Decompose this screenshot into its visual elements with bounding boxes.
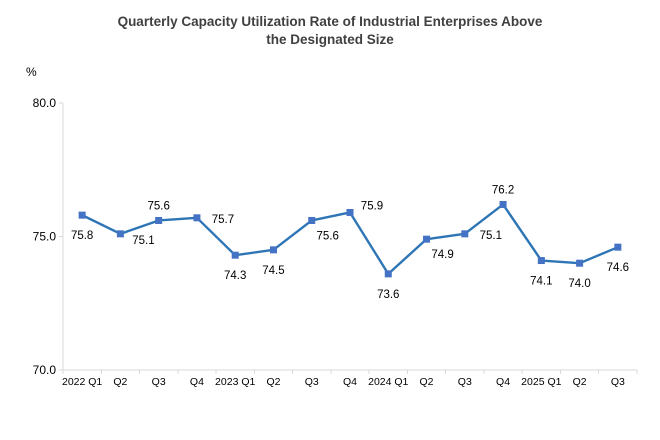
y-tick-label: 75.0 xyxy=(33,230,57,244)
chart-title-line2: the Designated Size xyxy=(266,32,394,47)
data-point-marker xyxy=(576,259,584,267)
data-point-label: 74.3 xyxy=(224,270,246,282)
data-point-marker xyxy=(193,214,201,222)
data-point-marker xyxy=(155,216,163,224)
data-point-label: 76.2 xyxy=(492,184,514,196)
data-point-label: 75.1 xyxy=(480,230,502,242)
x-tick-label: Q2 xyxy=(420,376,434,388)
data-point-marker xyxy=(499,200,507,208)
data-point-marker xyxy=(231,251,239,259)
data-point-marker xyxy=(116,230,124,238)
data-point-label: 75.7 xyxy=(212,214,234,226)
y-axis-unit-label: % xyxy=(26,65,37,79)
data-point-marker xyxy=(78,211,86,219)
x-tick-label: Q4 xyxy=(343,376,357,388)
data-point-marker xyxy=(423,235,431,243)
x-tick-label: Q3 xyxy=(152,376,166,388)
data-point-marker xyxy=(614,243,622,251)
y-tick-label: 80.0 xyxy=(33,96,57,110)
data-point-label: 75.8 xyxy=(71,230,93,242)
data-point-label: 74.0 xyxy=(568,278,590,290)
data-point-label: 74.9 xyxy=(431,249,453,261)
data-point-marker xyxy=(308,216,316,224)
x-tick-label: Q4 xyxy=(190,376,204,388)
x-tick-label: Q2 xyxy=(113,376,127,388)
x-tick-label: Q3 xyxy=(305,376,319,388)
x-tick-label: Q3 xyxy=(458,376,472,388)
data-point-label: 75.1 xyxy=(132,235,154,247)
x-tick-label: 2025 Q1 xyxy=(521,376,561,388)
chart-title-line1: Quarterly Capacity Utilization Rate of I… xyxy=(117,14,543,29)
x-tick-label: Q2 xyxy=(266,376,280,388)
data-point-marker xyxy=(346,208,354,216)
chart-title: Quarterly Capacity Utilization Rate of I… xyxy=(0,13,660,49)
y-tick-label: 70.0 xyxy=(33,363,57,377)
x-tick-label: Q4 xyxy=(496,376,510,388)
x-tick-label: 2024 Q1 xyxy=(368,376,408,388)
x-tick-label: Q2 xyxy=(573,376,587,388)
data-point-marker xyxy=(537,257,545,265)
data-point-marker xyxy=(384,270,392,278)
data-point-label: 74.1 xyxy=(530,276,552,288)
data-point-marker xyxy=(461,230,469,238)
data-point-marker xyxy=(269,246,277,254)
x-tick-label: 2023 Q1 xyxy=(215,376,255,388)
data-point-label: 75.9 xyxy=(361,200,383,212)
x-tick-label: 2022 Q1 xyxy=(62,376,102,388)
data-point-label: 75.6 xyxy=(147,200,169,212)
data-point-label: 75.6 xyxy=(317,230,339,242)
data-point-label: 73.6 xyxy=(377,289,399,301)
data-point-label: 74.6 xyxy=(607,262,629,274)
x-tick-label: Q3 xyxy=(611,376,625,388)
data-point-label: 74.5 xyxy=(262,265,284,277)
